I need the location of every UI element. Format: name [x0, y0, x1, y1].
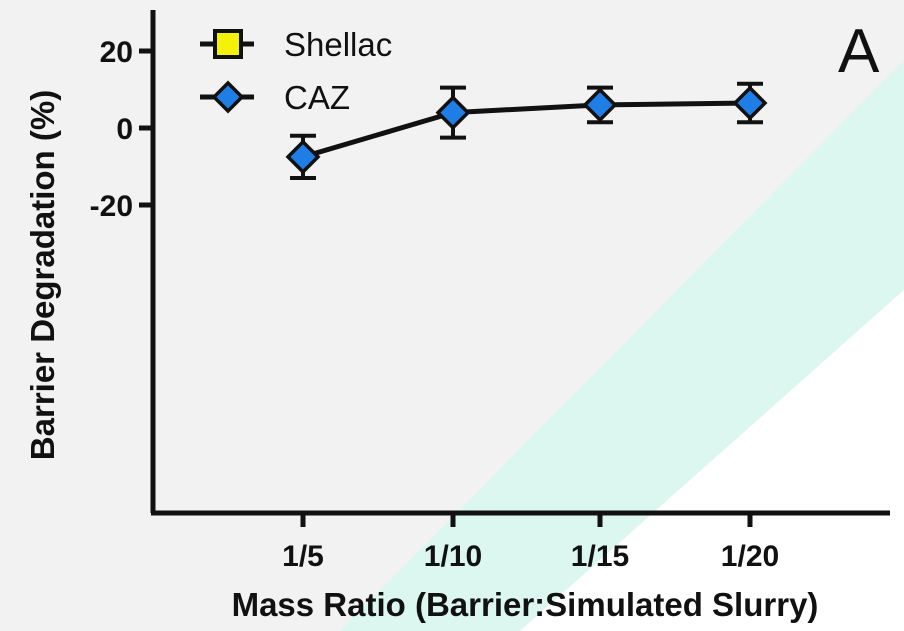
- series-line: [302, 100, 751, 160]
- legend-label-caz: CAZ: [284, 79, 350, 116]
- y-axis-title: Barrier Degradation (%): [24, 90, 61, 460]
- data-point-diamond: [435, 95, 471, 131]
- series-layer: [285, 81, 768, 181]
- y-tick-label: -20: [90, 190, 133, 223]
- y-axis-ticks: -20020406080100: [90, 36, 153, 223]
- x-tick-label: 1/5: [282, 540, 324, 573]
- x-tick-label: 1/20: [721, 540, 779, 573]
- data-point-diamond: [582, 87, 618, 123]
- legend: Shellac CAZ: [200, 26, 392, 116]
- data-point-diamond: [732, 85, 768, 121]
- background-band: [340, 60, 904, 631]
- data-point-diamond: [285, 139, 321, 175]
- x-tick-label: 1/15: [571, 540, 629, 573]
- x-axis-title: Mass Ratio (Barrier:Simulated Slurry): [232, 586, 819, 623]
- y-tick-label: 20: [100, 36, 133, 69]
- legend-marker-caz: [211, 80, 245, 114]
- legend-label-shellac: Shellac: [284, 26, 392, 63]
- x-tick-label: 1/10: [424, 540, 482, 573]
- background-band-light: [520, 290, 904, 631]
- y-tick-label: 0: [116, 113, 133, 146]
- legend-marker-shellac: [213, 29, 243, 59]
- series-caz: [285, 81, 768, 181]
- panel-label: A: [838, 17, 880, 86]
- x-axis-ticks: 1/5 1/10 1/15 1/20: [282, 513, 779, 573]
